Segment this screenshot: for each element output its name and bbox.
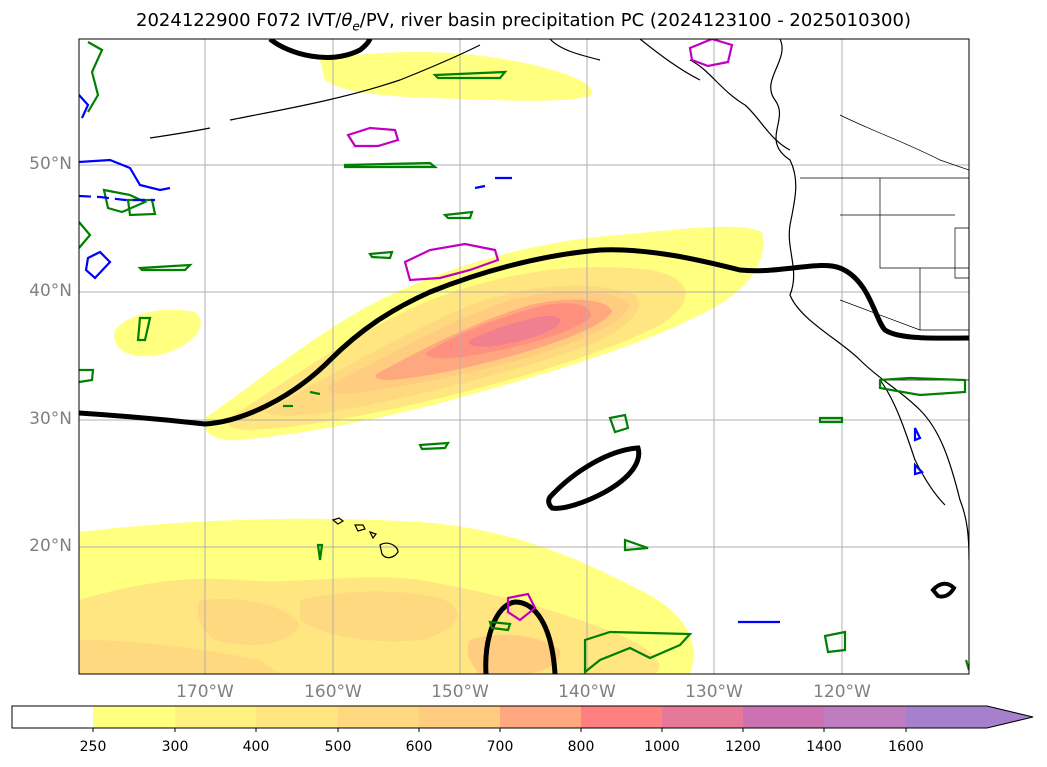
- lon-label-160w: 160°W: [304, 682, 362, 702]
- figure-title: 2024122900 F072 IVT/θe/PV, river basin p…: [136, 10, 911, 34]
- lat-label-20n: 20°N: [29, 536, 72, 556]
- lon-label-130w: 130°W: [685, 682, 743, 702]
- colorbar-label-250: 250: [79, 739, 107, 755]
- ivt-contour-closed: [546, 445, 642, 511]
- colorbar-label-300: 300: [161, 739, 189, 755]
- lon-label-120w: 120°W: [813, 682, 871, 702]
- colorbar-label-1000: 1000: [644, 739, 680, 755]
- colorbar-label-1600: 1600: [888, 739, 924, 755]
- pv-blue-contours: [79, 94, 925, 624]
- colorbar-label-1200: 1200: [725, 739, 761, 755]
- ivt-atmospheric-river: [204, 226, 764, 441]
- lat-label-40n: 40°N: [29, 281, 72, 301]
- colorbar-label-600: 600: [405, 739, 433, 755]
- colorbar-label-1400: 1400: [806, 739, 842, 755]
- lat-label-50n: 50°N: [29, 154, 72, 174]
- map-frame: [78, 38, 970, 675]
- hawaii-islands: [331, 517, 399, 559]
- lon-label-140w: 140°W: [558, 682, 616, 702]
- map-content: [79, 39, 969, 674]
- colorbar-label-800: 800: [567, 739, 595, 755]
- lon-label-170w: 170°W: [176, 682, 234, 702]
- ivt-contour-south: [483, 599, 558, 674]
- ivt-southern-band: [79, 518, 694, 674]
- ivt-contour-small: [930, 581, 957, 599]
- coastlines: [149, 39, 969, 561]
- ivt-contour-main: [79, 247, 969, 427]
- ivt-north-blob: [320, 52, 592, 101]
- ivt-west-blob: [114, 309, 201, 357]
- pv-magenta-contours: [346, 39, 734, 622]
- colorbar-label-500: 500: [324, 739, 352, 755]
- colorbar-label-700: 700: [486, 739, 514, 755]
- ivt-contour-north: [268, 39, 373, 60]
- colorbar: [11, 705, 1034, 732]
- colorbar-label-400: 400: [242, 739, 270, 755]
- lon-label-150w: 150°W: [431, 682, 489, 702]
- lat-label-30n: 30°N: [29, 409, 72, 429]
